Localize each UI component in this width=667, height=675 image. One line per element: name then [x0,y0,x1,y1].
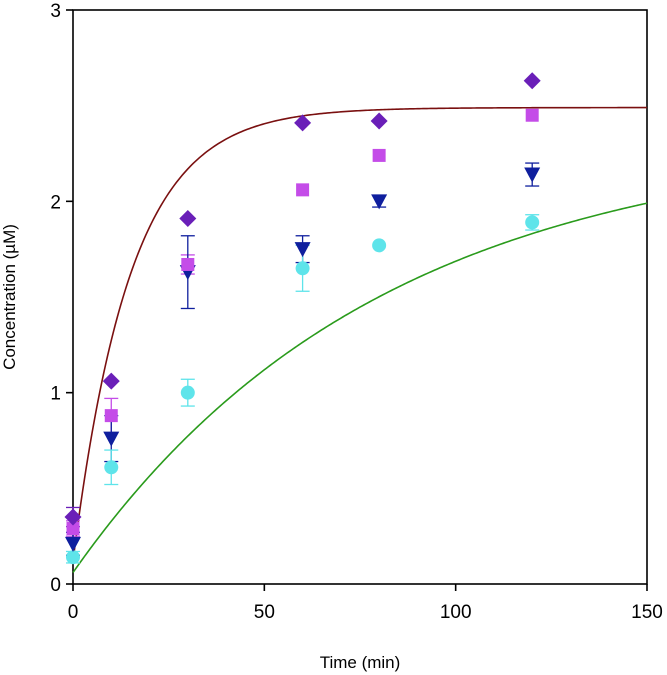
diamond-marker [294,114,312,132]
x-tick-label: 150 [631,602,663,623]
x-axis-title: Time (min) [320,653,401,672]
tick-labels: 0 50 100 150 0 1 2 3 [50,1,662,623]
square-marker [104,409,118,423]
diamond-marker [179,210,197,228]
plot-frame [72,9,648,585]
circle-marker [372,238,387,253]
square-marker [296,183,310,197]
circle-marker [66,550,80,565]
diamond-marker [370,112,388,130]
y-tick-label: 2 [50,192,61,213]
y-tick-label: 0 [50,575,61,596]
triangle-down-marker [524,167,541,183]
fit-curve-2 [72,202,648,573]
diamond-marker [64,508,82,526]
y-axis-title: Concentration (µM) [0,224,19,370]
y-tick-label: 1 [50,384,61,405]
data-markers [64,72,541,565]
triangle-down-marker [371,194,388,210]
square-marker [372,148,386,162]
x-tick-label: 0 [68,602,79,623]
y-tick-label: 3 [50,1,61,22]
circle-marker [104,460,119,475]
triangle-down-marker [65,536,81,552]
circle-marker [295,261,310,276]
x-tick-label: 50 [254,602,275,623]
triangle-down-marker [103,431,120,447]
circle-marker [180,385,195,400]
fit-curve-1 [72,106,647,562]
square-marker [66,522,80,536]
fit-curves [72,106,648,573]
axis-ticks [66,9,648,591]
error-bars [66,162,540,564]
plot-area-border [72,9,648,585]
x-tick-label: 100 [440,602,472,623]
circle-marker [525,215,540,230]
diamond-marker [102,372,120,390]
square-marker [181,257,195,271]
diamond-marker [523,72,541,90]
triangle-down-marker [294,242,311,258]
square-marker [525,108,539,122]
